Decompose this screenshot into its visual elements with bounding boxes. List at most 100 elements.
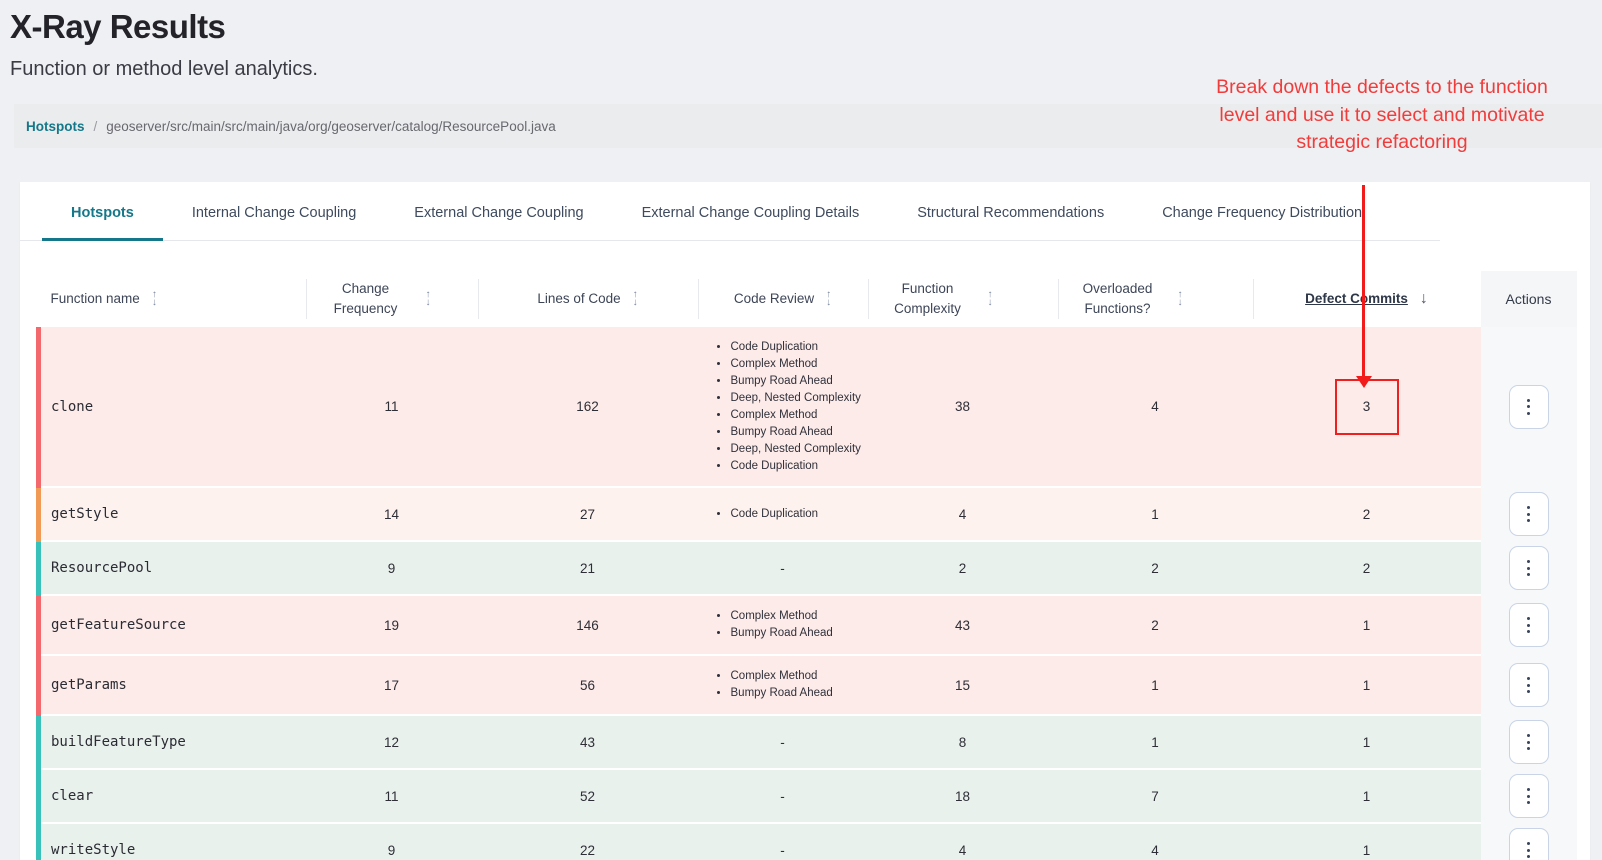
sort-icon[interactable]: ↑ ↓: [632, 289, 638, 308]
code-review-issue: Complex Method: [730, 407, 862, 424]
tab-structural-recommendations[interactable]: Structural Recommendations: [917, 205, 1105, 221]
change-frequency-cell: 12: [305, 715, 478, 770]
column-header-function-name[interactable]: Function name ↑ ↓: [39, 271, 306, 327]
code-review-issue: Bumpy Road Ahead: [730, 625, 862, 642]
actions-cell: [1480, 823, 1577, 860]
change-frequency-cell: 14: [305, 487, 478, 542]
xray-results-card: Hotspots Internal Change Coupling External…: [20, 182, 1590, 860]
column-header-code-review[interactable]: Code Review ↑ ↓: [697, 271, 868, 327]
row-actions-button[interactable]: [1508, 384, 1549, 429]
change-frequency-cell: 9: [305, 823, 478, 860]
code-review-issues-list: Complex MethodBumpy Road Ahead: [730, 668, 862, 702]
column-header-lines-of-code[interactable]: Lines of Code ↑ ↓: [477, 271, 698, 327]
code-review-issues-list: Code Duplication: [730, 506, 862, 523]
row-actions-button[interactable]: [1508, 546, 1549, 590]
sort-icon[interactable]: ↑ ↓: [1177, 289, 1183, 308]
function-complexity-cell: 4: [867, 487, 1058, 542]
code-review-cell: -: [697, 541, 868, 596]
function-name-cell: ResourcePool: [36, 541, 306, 596]
defect-commits-cell: 1: [1252, 769, 1481, 824]
column-header-overloaded-functions-[interactable]: Overloaded Functions? ↑ ↓: [1057, 271, 1253, 327]
page-header: X-Ray Results Function or method level a…: [0, 0, 1602, 81]
overloaded-functions-cell: 7: [1057, 769, 1253, 824]
actions-cell: [1480, 715, 1577, 770]
row-actions-button[interactable]: [1508, 603, 1549, 647]
overloaded-functions-cell: 1: [1057, 487, 1253, 542]
function-name-cell: getStyle: [36, 487, 306, 542]
actions-cell: [1480, 541, 1577, 596]
breadcrumb-separator: /: [93, 118, 98, 134]
lines-of-code-cell: 22: [477, 823, 698, 860]
tab-external-change-coupling-details[interactable]: External Change Coupling Details: [641, 205, 860, 221]
actions-cell: [1480, 769, 1577, 824]
table-row-clear: clear 11 52-18 7 1: [36, 769, 1577, 824]
sort-icon[interactable]: ↑ ↓: [987, 289, 993, 308]
row-actions-button[interactable]: [1508, 492, 1549, 536]
code-review-cell: Complex MethodBumpy Road Ahead: [697, 595, 868, 656]
code-review-issue: Bumpy Road Ahead: [730, 424, 862, 441]
function-name-cell: getFeatureSource: [36, 595, 306, 656]
function-name-cell: clear: [36, 769, 306, 824]
sort-icon[interactable]: ↑ ↓: [425, 289, 431, 308]
defect-commits-cell: 3: [1252, 327, 1481, 488]
sort-icon[interactable]: ↑ ↓: [151, 289, 157, 308]
column-header-defect-commits[interactable]: Defect Commits ↓: [1252, 271, 1481, 327]
change-frequency-cell: 11: [305, 769, 478, 824]
table-row-buildFeatureType: buildFeatureType 12 43-8 1 1: [36, 715, 1577, 770]
change-frequency-cell: 9: [305, 541, 478, 596]
tab-change-frequency-distribution[interactable]: Change Frequency Distribution: [1162, 205, 1363, 221]
sort-desc-icon[interactable]: ↓: [1419, 290, 1428, 307]
breadcrumb-hotspots-link[interactable]: Hotspots: [26, 118, 85, 134]
row-actions-button[interactable]: [1508, 720, 1549, 764]
code-review-cell: Code DuplicationComplex MethodBumpy Road…: [697, 327, 868, 488]
code-review-issues-list: Code DuplicationComplex MethodBumpy Road…: [730, 339, 862, 475]
code-review-cell: Complex MethodBumpy Road Ahead: [697, 655, 868, 716]
page-title: X-Ray Results: [10, 8, 226, 45]
function-complexity-cell: 38: [867, 327, 1058, 488]
lines-of-code-cell: 27: [477, 487, 698, 542]
sort-icon[interactable]: ↑ ↓: [826, 289, 832, 308]
change-frequency-cell: 19: [305, 595, 478, 656]
defect-commits-value: 3: [1362, 399, 1371, 414]
column-header-change-frequency[interactable]: Change Frequency ↑ ↓: [305, 271, 478, 327]
column-label: Lines of Code: [537, 291, 621, 307]
vertical-ellipsis-icon: [1527, 560, 1530, 563]
defect-commits-cell: 2: [1252, 541, 1481, 596]
code-review-cell: Code Duplication: [697, 487, 868, 542]
code-review-issue: Complex Method: [730, 668, 862, 685]
row-actions-button[interactable]: [1508, 828, 1549, 860]
tab-bar: Hotspots Internal Change Coupling External…: [20, 182, 1440, 241]
lines-of-code-cell: 146: [477, 595, 698, 656]
defect-commits-cell: 1: [1252, 595, 1481, 656]
function-complexity-cell: 15: [867, 655, 1058, 716]
function-complexity-cell: 18: [867, 769, 1058, 824]
table-row-clone: clone11162Code DuplicationComplex Method…: [36, 327, 1577, 488]
function-complexity-cell: 8: [867, 715, 1058, 770]
code-review-issue: Complex Method: [730, 356, 862, 373]
tab-external-change-coupling[interactable]: External Change Coupling: [414, 205, 584, 221]
column-label: Change Frequency: [333, 281, 398, 316]
code-review-issue: Deep, Nested Complexity: [730, 390, 862, 407]
code-review-issue: Deep, Nested Complexity: [730, 441, 862, 458]
tab-internal-change-coupling[interactable]: Internal Change Coupling: [191, 205, 357, 221]
function-name-cell: clone: [36, 327, 306, 488]
overloaded-functions-cell: 4: [1057, 823, 1253, 860]
row-actions-button[interactable]: [1508, 774, 1549, 818]
code-review-issue: Complex Method: [730, 608, 862, 625]
code-review-cell: -: [697, 823, 868, 860]
red-highlight-box: 3: [1334, 378, 1399, 435]
code-review-issues-list: Complex MethodBumpy Road Ahead: [730, 608, 862, 642]
vertical-ellipsis-icon: [1527, 398, 1530, 402]
vertical-ellipsis-icon: [1527, 842, 1530, 845]
table-row-writeStyle: writeStyle 9 22-4 4 1: [36, 823, 1577, 860]
overloaded-functions-cell: 1: [1057, 655, 1253, 716]
row-actions-button[interactable]: [1508, 663, 1549, 707]
vertical-ellipsis-icon: [1527, 734, 1530, 737]
defect-commits-cell: 2: [1252, 487, 1481, 542]
actions-cell: [1480, 595, 1577, 656]
lines-of-code-cell: 52: [477, 769, 698, 824]
tab-hotspots[interactable]: Hotspots: [42, 182, 163, 241]
column-header-function-complexity[interactable]: Function Complexity ↑ ↓: [867, 271, 1058, 327]
